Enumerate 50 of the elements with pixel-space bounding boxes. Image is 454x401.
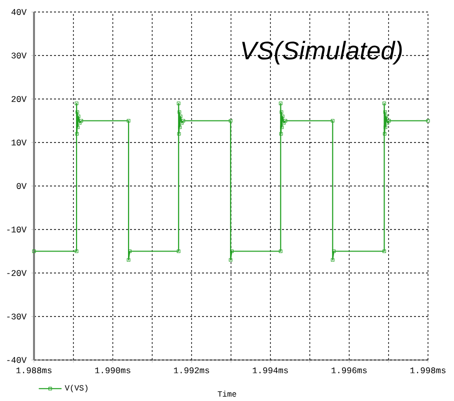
- point: [279, 132, 283, 136]
- y-tick-label: 40V: [11, 9, 27, 15]
- text: VS(Simulated): [242, 40, 402, 65]
- x-tick-label: 1.994ms: [252, 367, 288, 374]
- point: [282, 121, 286, 125]
- point: [280, 110, 284, 114]
- y-tick-label: 20V: [12, 96, 27, 102]
- y-tick-label: -30V: [7, 314, 27, 320]
- point: [382, 132, 386, 136]
- point: [387, 119, 391, 122]
- point: [382, 250, 386, 253]
- point: [384, 126, 388, 130]
- point: [178, 126, 182, 130]
- point: [177, 132, 181, 136]
- point: [228, 119, 232, 122]
- point: [126, 119, 130, 122]
- point: [382, 102, 386, 106]
- point: [80, 119, 84, 122]
- y-tick-label: -10V: [7, 226, 27, 232]
- point: [182, 119, 186, 122]
- y-tick-label: 10V: [12, 140, 27, 146]
- legend-label: V(VS): [64, 384, 88, 392]
- y-tick-label: 30V: [12, 52, 27, 58]
- point: [278, 102, 282, 106]
- point: [280, 126, 284, 130]
- point: [330, 258, 334, 262]
- point: [176, 250, 180, 253]
- point: [75, 132, 79, 136]
- point: [76, 110, 80, 114]
- x-tick-label: 1.992ms: [174, 367, 210, 374]
- point: [278, 250, 282, 253]
- y-tick-label: -40V: [7, 357, 27, 363]
- point: [383, 110, 387, 114]
- point: [386, 121, 390, 125]
- x-tick-label: 1.990ms: [95, 367, 130, 374]
- point: [126, 258, 130, 262]
- x-tick-label: 1.998ms: [410, 367, 446, 374]
- x-tick-label: 1.988ms: [16, 367, 52, 374]
- point: [176, 102, 180, 106]
- point: [284, 119, 288, 122]
- x-axis-title: Time: [218, 390, 236, 397]
- y-tick-label: -20V: [7, 270, 27, 276]
- x-tick-label: 1.996ms: [332, 367, 367, 374]
- point: [180, 121, 184, 125]
- point: [228, 258, 232, 262]
- point: [74, 102, 78, 106]
- point: [330, 119, 334, 122]
- point: [74, 250, 78, 253]
- point: [178, 110, 182, 114]
- y-tick-label: 0V: [16, 183, 27, 189]
